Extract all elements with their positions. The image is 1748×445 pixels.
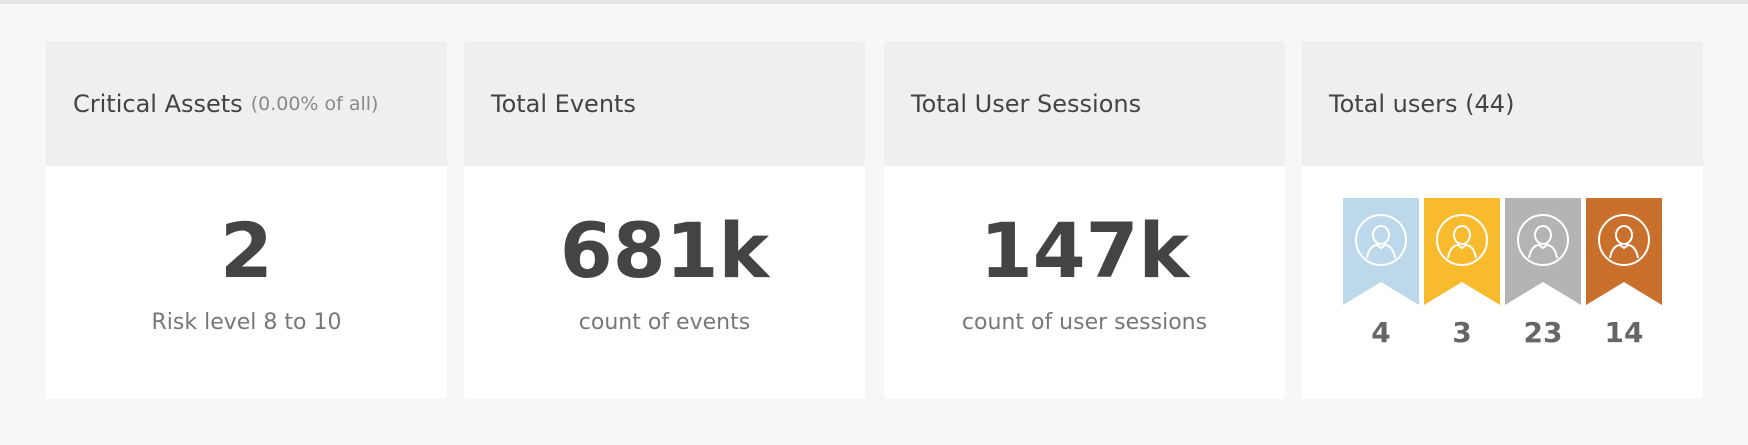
top-border — [0, 0, 1748, 4]
user-icon — [1366, 225, 1396, 259]
card-header: Total Events — [464, 41, 865, 166]
card: Total Events 681k count of events — [464, 41, 865, 399]
badge-ribbon — [1424, 198, 1500, 305]
badge-count: 4 — [1371, 316, 1391, 349]
card-title: Total Events — [491, 89, 636, 118]
card-title: Critical Assets — [73, 89, 243, 118]
badge-row: 4 3 23 14 — [1302, 198, 1703, 349]
card-value: 2 — [220, 206, 273, 295]
card-caption: count of events — [578, 310, 751, 335]
badge: 23 — [1505, 198, 1581, 349]
user-icon-ring — [1517, 214, 1569, 266]
badge-ribbon — [1505, 198, 1581, 305]
card-value: 147k — [979, 206, 1190, 295]
card: Critical Assets (0.00% of all) 2 Risk level… — [46, 41, 447, 399]
card-header: Critical Assets (0.00% of all) — [46, 41, 447, 166]
card-caption: Risk level 8 to 10 — [151, 310, 342, 335]
badge: 4 — [1343, 198, 1419, 349]
badge: 3 — [1424, 198, 1500, 349]
card-subtitle: (0.00% of all) — [250, 92, 379, 115]
card: Total User Sessions 147k count of user ses… — [884, 41, 1285, 399]
user-icon-ring — [1598, 214, 1650, 266]
user-icon-ring — [1355, 214, 1407, 266]
card-header: Total User Sessions — [884, 41, 1285, 166]
card-caption: count of user sessions — [961, 310, 1208, 335]
badge: 14 — [1586, 198, 1662, 349]
badge-ribbon — [1343, 198, 1419, 305]
badge-count: 3 — [1452, 316, 1472, 349]
badge-ribbon — [1586, 198, 1662, 305]
card-title: Total users (44) — [1329, 89, 1515, 118]
user-icon — [1447, 225, 1477, 259]
card: Total users (44) 4 3 23 14 — [1302, 41, 1703, 399]
card-value: 681k — [559, 206, 770, 295]
card-header: Total users (44) — [1302, 41, 1703, 166]
badge-count: 14 — [1604, 316, 1644, 349]
badge-count: 23 — [1523, 316, 1563, 349]
user-icon — [1528, 225, 1558, 259]
user-icon — [1609, 225, 1639, 259]
card-title: Total User Sessions — [911, 89, 1142, 118]
user-icon-ring — [1436, 214, 1488, 266]
